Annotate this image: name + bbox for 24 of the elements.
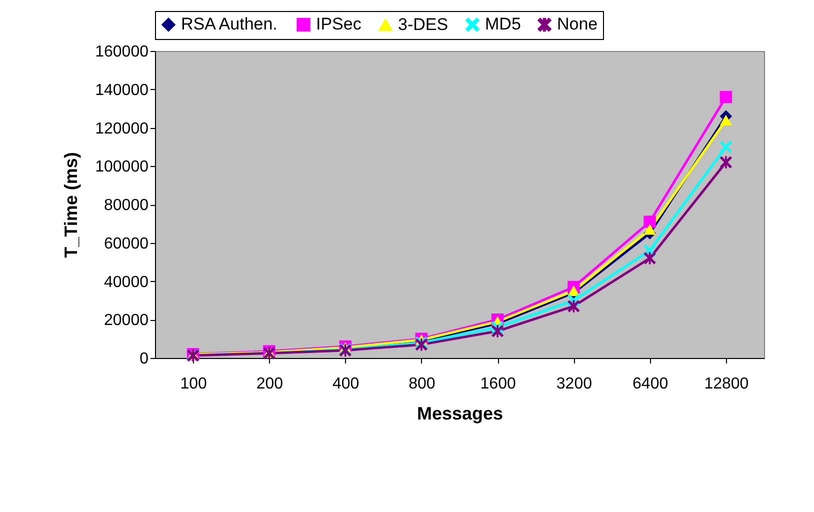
- y-tick-label: 140000: [95, 82, 149, 99]
- y-axis-title: T_Time (ms): [61, 152, 82, 258]
- x-tick-label: 800: [408, 376, 436, 392]
- x-tick-label: 400: [332, 376, 360, 392]
- legend-label: 3-DES: [398, 15, 448, 34]
- x-tick-label: 1600: [480, 376, 516, 392]
- y-tick-label: 20000: [104, 312, 149, 330]
- y-tick-label: 160000: [95, 44, 149, 60]
- legend-label: None: [557, 14, 598, 34]
- legend-label: IPSec: [316, 14, 362, 34]
- legend-label: MD5: [485, 14, 521, 34]
- y-tick-label: 0: [140, 350, 149, 368]
- legend-label: RSA Authen.: [181, 14, 278, 34]
- x-tick-label: 100: [180, 376, 208, 392]
- x-tick-label: 12800: [704, 376, 749, 392]
- y-tick-label: 100000: [95, 158, 149, 176]
- x-axis-title: Messages: [416, 404, 504, 424]
- y-tick-label: 60000: [104, 235, 149, 252]
- x-tick-label: 6400: [632, 376, 668, 392]
- y-tick-label: 40000: [104, 274, 149, 291]
- y-tick-label: 80000: [104, 197, 149, 214]
- x-tick-label: 3200: [556, 376, 592, 392]
- x-tick-label: 200: [256, 376, 284, 392]
- y-tick-label: 120000: [95, 120, 149, 138]
